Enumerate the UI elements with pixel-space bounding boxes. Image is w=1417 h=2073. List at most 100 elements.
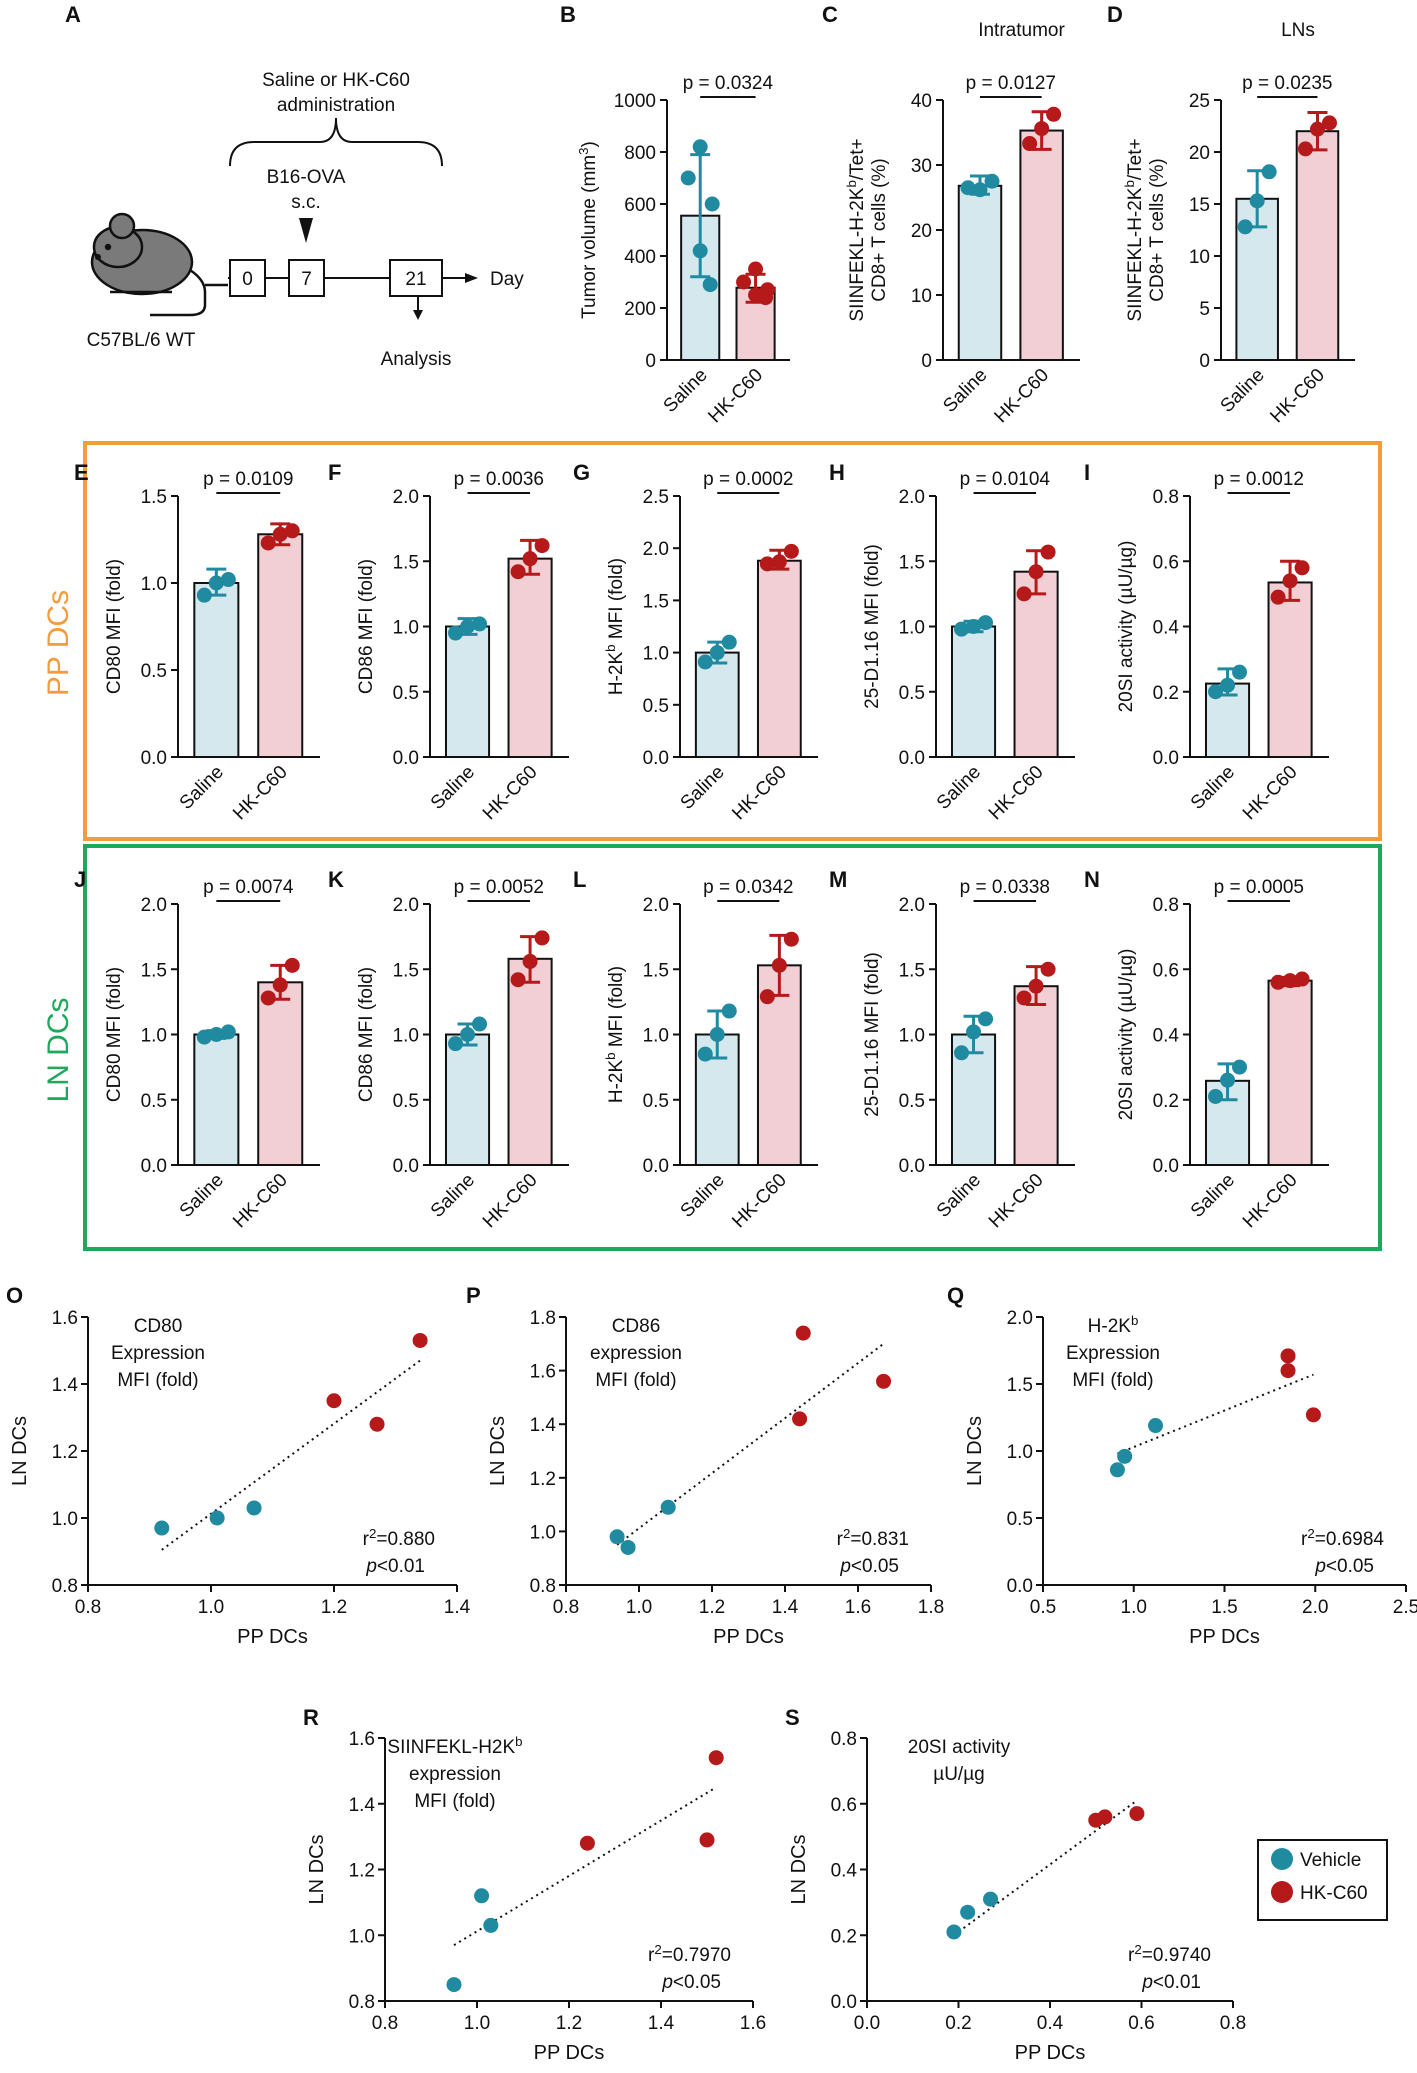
y-tick-label: 0.0 [1153,1156,1179,1177]
category-label: HK-C60 [728,1170,791,1233]
y-tick-label: 0 [1199,351,1210,372]
category-label: HK-C60 [704,365,767,428]
y-axis-label: LN DCs [9,1416,31,1486]
hk-c60-point [412,1332,428,1348]
y-tick-label: 2.0 [899,487,925,508]
p-value: p = 0.0235 [1242,73,1332,94]
r-squared: r2=0.9740 [1128,1942,1211,1967]
bar-saline [444,1033,491,1166]
vehicle-point [960,1904,976,1920]
bar-hk-c60 [507,957,553,1166]
x-tick-label: 1.6 [740,2013,766,2034]
y-axis-label: 20SI activity (µU/µg) [1116,949,1137,1121]
p-value: p = 0.0324 [683,73,774,94]
trend-line [161,1359,421,1551]
y-tick-label: 0.5 [393,683,419,704]
data-point-saline [1208,684,1224,700]
y-axis-label: SIINFEKL-H-2Kb/Tet+ [844,138,869,321]
data-point-hk-c60 [1297,141,1313,157]
day-box-21 [389,259,443,297]
x-axis-label: PP DCs [713,1626,784,1648]
legend: Vehicle HK-C60 [1257,1839,1388,1921]
data-point-saline [966,1024,982,1040]
panel-letter: J [74,867,86,892]
data-point-saline [1261,164,1277,180]
y-tick-label: 1.0 [349,1926,375,1947]
category-label: HK-C60 [991,365,1054,428]
data-point-saline [460,1027,476,1042]
injection-arrow [299,218,313,243]
y-tick-label: 0.5 [393,1091,419,1112]
category-label: HK-C60 [728,762,791,825]
vehicle-point [660,1499,676,1515]
bar-chart-f: F 0.0 0.5 1.0 1.5 2.0 CD86 MFI (fold) Saline HK-… [328,460,569,824]
data-point-hk-c60 [1282,973,1298,989]
data-point-hk-c60 [771,554,787,570]
day-box-0 [229,259,266,297]
hk-c60-point [699,1832,715,1848]
admin-brace [229,117,443,167]
vehicle-point [209,1510,225,1526]
data-point-saline [984,173,1000,189]
trend-line [616,1343,885,1546]
data-point-saline [1220,677,1236,693]
bar-chart-k: K 0.0 0.5 1.0 1.5 2.0 CD86 MFI (fold) Saline HK-… [328,867,569,1232]
vehicle-point [983,1891,999,1907]
data-point-saline [972,182,988,198]
annotation-line: 20SI activity [908,1737,1011,1758]
data-point-saline [208,1027,224,1042]
data-point-hk-c60 [1270,589,1286,605]
y-tick-label: 0.0 [831,1992,857,2013]
x-tick-label: 1.0 [198,1597,224,1618]
x-tick-label: 0.2 [945,2013,971,2034]
p-value: p = 0.0005 [1214,877,1304,898]
p-value: p = 0.0036 [454,469,544,490]
chart-title: LNs [1281,20,1315,41]
data-point-saline [702,277,718,293]
y-tick-label: 1.2 [530,1469,556,1490]
x-tick-label: 1.4 [444,1597,471,1618]
annotation-line: CD80 [134,1316,183,1337]
data-point-hk-c60 [783,931,799,947]
vehicle-point [620,1539,636,1555]
y-axis-label: Tumor volume (mm3) [576,141,601,319]
x-tick-label: 2.5 [1393,1597,1417,1618]
x-axis-label: PP DCs [1189,1626,1260,1648]
bar-chart-m: M 0.0 0.5 1.0 1.5 2.0 25-D1.16 MFI (fold) Salin… [829,867,1075,1232]
category-label: Saline [1217,365,1269,417]
y-tick-label: 1.5 [393,552,419,573]
data-point-hk-c60 [284,957,300,973]
annotation-line: MFI (fold) [414,1791,495,1812]
x-tick-label: 0.6 [1128,2013,1154,2034]
panel-letter: K [328,867,344,892]
y-tick-label: 1.5 [141,487,167,508]
timeline-arrow-head [465,273,478,283]
analysis-arrow-head [413,310,423,320]
data-point-hk-c60 [260,990,276,1006]
x-tick-label: 1.0 [464,2013,490,2034]
y-tick-label: 1.0 [141,574,167,595]
y-tick-label: 1.0 [899,618,925,639]
p-value: p = 0.0342 [703,877,793,898]
data-point-saline [1232,1059,1248,1075]
vehicle-point [246,1500,262,1516]
p-value: p = 0.0109 [203,469,293,490]
hk-c60-point [326,1393,342,1409]
y-tick-label: 1.5 [643,960,669,981]
bar-saline [193,1033,240,1166]
p-value: p = 0.0012 [1214,469,1304,490]
chart-title: Intratumor [978,20,1065,41]
y-tick-label: 200 [624,299,656,320]
data-point-saline [697,654,713,670]
x-tick-label: 0.4 [1037,2013,1064,2034]
annotation-line: MFI (fold) [1072,1370,1153,1391]
y-tick-label: 0.2 [831,1926,857,1947]
annotation-line: Expression [111,1343,205,1364]
y-tick-label: 0.4 [1153,618,1180,639]
y-axis-label: LN DCs [788,1834,810,1904]
ln-dcs-frame [83,844,1382,1251]
data-point-hk-c60 [272,526,288,542]
y-tick-label: 0.2 [1153,683,1179,704]
y-tick-label: 1.0 [530,1522,556,1543]
